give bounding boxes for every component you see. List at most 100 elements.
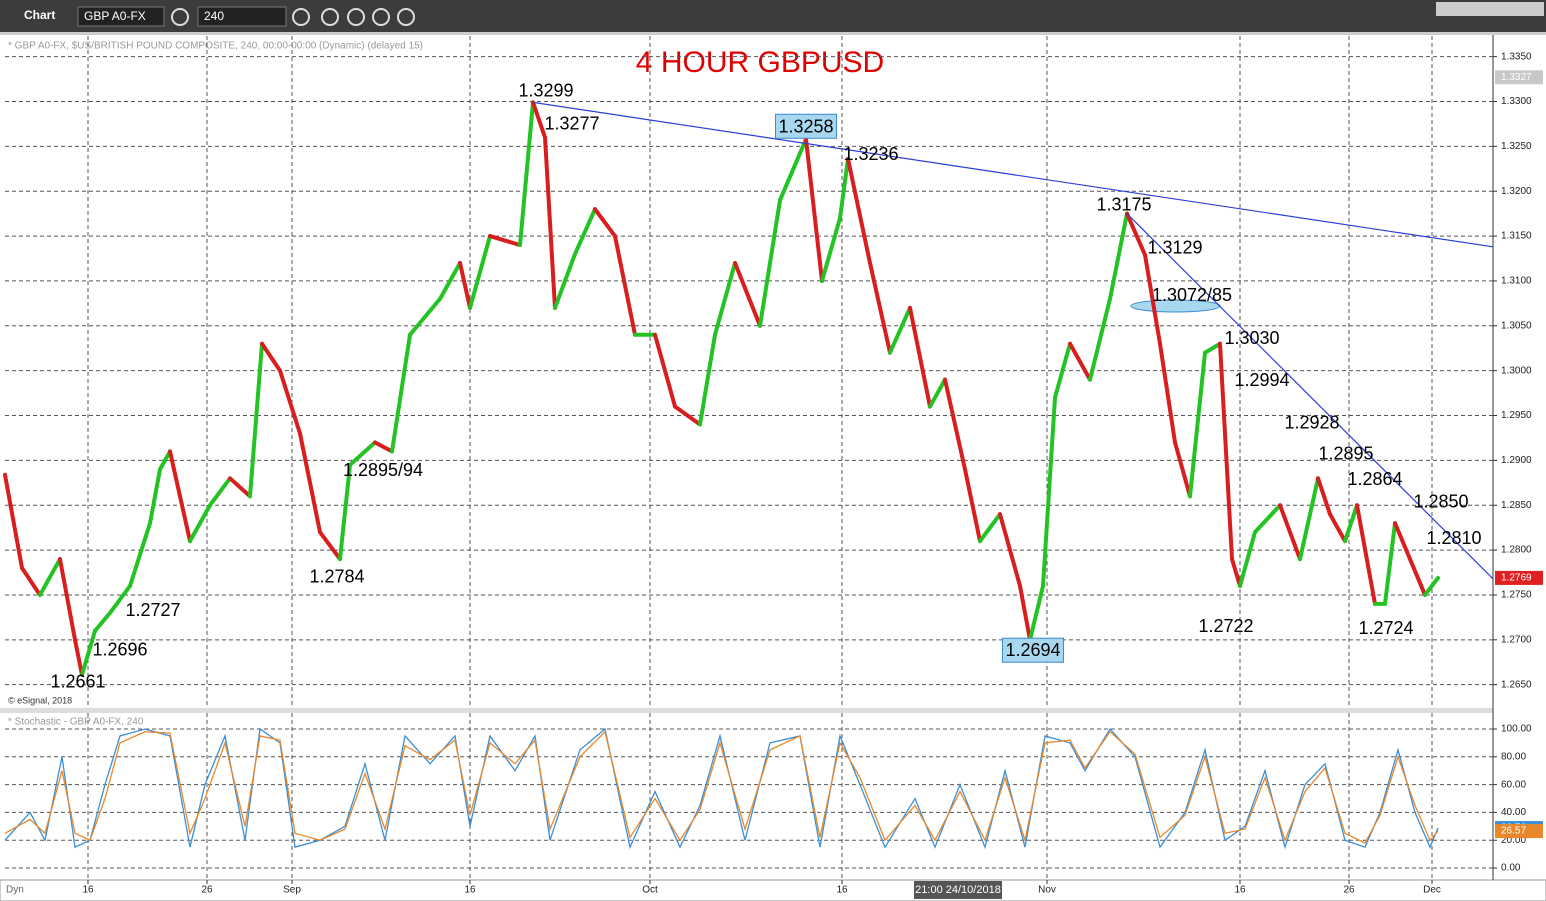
- annotation: 1.3072/85: [1152, 285, 1232, 305]
- annotation-label: 1.3175: [1096, 194, 1151, 214]
- price-segment: [820, 216, 842, 283]
- price-segment: [93, 610, 112, 633]
- price-segment: [573, 207, 597, 257]
- y-tick-label: 1.3100: [1501, 276, 1532, 287]
- price-segment: [908, 305, 932, 409]
- annotation: 1.2895/94: [343, 460, 423, 480]
- annotation: 1.2864: [1347, 469, 1402, 489]
- trendline: [532, 101, 1494, 248]
- price-segment: [318, 530, 342, 562]
- annotation-label: 1.2727: [125, 600, 180, 620]
- tool-icon[interactable]: [321, 8, 339, 26]
- settings-icon[interactable]: [171, 8, 189, 26]
- symbol[interactable]: GBP A0-FX: [84, 9, 146, 23]
- price-segment: [733, 260, 762, 328]
- annotation: 1.2850: [1413, 491, 1468, 511]
- annotation-label: 1.2864: [1347, 469, 1402, 489]
- tool-icon[interactable]: [397, 8, 415, 26]
- annotation-label: 1.3236: [843, 144, 898, 164]
- price-segment: [1316, 476, 1332, 517]
- price-segment: [373, 440, 394, 454]
- price-segment: [1253, 503, 1282, 535]
- price-segment: [1108, 211, 1129, 301]
- price-segment: [260, 341, 282, 373]
- x-tick-label: 16: [1234, 885, 1246, 896]
- price-segment: [488, 234, 522, 248]
- time-icon[interactable]: [292, 8, 310, 26]
- cursor-time: 21:00 24/10/2018: [915, 884, 1001, 896]
- y-tick-label: 1.2900: [1501, 455, 1532, 466]
- y-tick-label: 1.2800: [1501, 545, 1532, 556]
- price-segment: [698, 332, 717, 427]
- annotation: 1.2727: [125, 600, 180, 620]
- price-segment: [1230, 557, 1242, 588]
- interval-box[interactable]: [197, 6, 287, 27]
- annotation: 1.2994: [1234, 370, 1289, 390]
- price-segment: [1088, 296, 1112, 382]
- price-segment: [1203, 341, 1222, 355]
- price-segment: [468, 234, 492, 310]
- annotation-label: 1.2784: [309, 567, 364, 587]
- symbol-box[interactable]: [77, 6, 165, 27]
- price-segment: [1041, 395, 1057, 588]
- y-tick-label: 1.2850: [1501, 500, 1532, 511]
- price-segment: [1383, 521, 1397, 606]
- annotation: 1.2784: [309, 567, 364, 587]
- price-segment: [128, 521, 152, 588]
- price-segment: [943, 377, 967, 472]
- x-tick-label: 16: [464, 885, 476, 896]
- tool-icon[interactable]: [347, 8, 365, 26]
- x-axis-bar: [0, 879, 1546, 901]
- price-segment: [408, 296, 442, 337]
- price-segment: [168, 449, 192, 544]
- indicator-line: [4, 730, 1439, 844]
- mode[interactable]: Dyn: [6, 885, 24, 896]
- annotation: 1.3277: [544, 114, 599, 134]
- x-tick-label: Sep: [283, 885, 301, 896]
- interval[interactable]: 240: [204, 9, 224, 23]
- annotation: 1.2661: [50, 672, 105, 692]
- price-segment: [1218, 341, 1234, 562]
- y-tick-label: 80.00: [1501, 751, 1526, 762]
- annotation-label: 1.3030: [1224, 328, 1279, 348]
- y-tick-label: 1.2950: [1501, 410, 1532, 421]
- price-label-box: [1495, 824, 1543, 839]
- price-segment: [978, 512, 1002, 544]
- annotation: 1.2722: [1198, 616, 1253, 636]
- price-segment: [1355, 503, 1377, 606]
- y-tick-label: 1.3150: [1501, 231, 1532, 242]
- annotation-label: 1.2994: [1234, 370, 1289, 390]
- price-segment: [1018, 583, 1032, 642]
- price-segment: [1328, 512, 1347, 544]
- x-tick-label: 16: [82, 885, 94, 896]
- price-segment: [3, 472, 24, 571]
- price-segment: [298, 431, 322, 535]
- price-segment: [1278, 503, 1302, 562]
- price-label: 1.3327: [1501, 72, 1532, 83]
- price-segment: [438, 260, 462, 301]
- annotation: 1.2696: [92, 639, 147, 659]
- tool-icon[interactable]: [372, 8, 390, 26]
- price-segment: [1343, 503, 1359, 544]
- price-segment: [963, 467, 982, 544]
- annotation-label: 1.2661: [50, 672, 105, 692]
- price-segment: [553, 252, 577, 310]
- price-segment: [148, 467, 162, 526]
- price-segment: [208, 476, 232, 508]
- window-controls[interactable]: [1436, 2, 1544, 16]
- trendline: [1126, 213, 1494, 580]
- price-segment: [228, 476, 252, 499]
- price-segment: [838, 156, 850, 221]
- price-segment: [390, 332, 412, 454]
- annotation-box: [1001, 637, 1065, 663]
- price-segment: [1173, 440, 1192, 499]
- price-segment: [758, 198, 782, 328]
- annotation: 1.3175: [1096, 194, 1151, 214]
- price-segment: [613, 234, 637, 337]
- y-tick-label: 1.3200: [1501, 186, 1532, 197]
- chart-title: 4 HOUR GBPUSD: [636, 46, 884, 79]
- price-segment: [1143, 252, 1162, 346]
- price-segment: [998, 512, 1022, 588]
- annotation: 1.2724: [1358, 618, 1413, 638]
- y-tick-label: 1.3300: [1501, 96, 1532, 107]
